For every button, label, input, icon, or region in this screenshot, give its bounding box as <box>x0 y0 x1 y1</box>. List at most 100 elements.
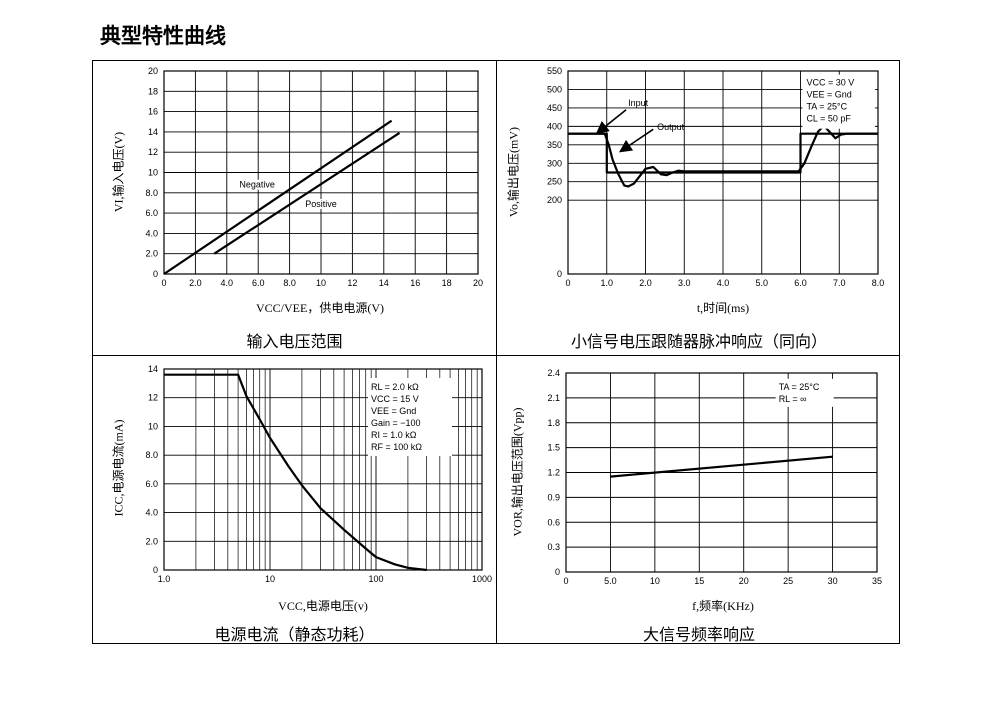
chart3-conditions-line: VEE = Gnd <box>371 406 416 416</box>
chart2-x-tick-label: 4.0 <box>717 278 730 288</box>
chart3-y-tick-label: 14 <box>148 364 158 374</box>
chart4-y-tick-label: 1.8 <box>547 418 560 428</box>
chart4-y-tick-label: 0.9 <box>547 492 560 502</box>
chart3-y-tick-label: 12 <box>148 393 158 403</box>
chart1-y-tick-label: 16 <box>148 107 158 117</box>
chart4-x-tick-label: 35 <box>872 576 882 586</box>
chart2-annotation-output: Output <box>657 122 685 132</box>
chart4-y-tick-label: 2.1 <box>547 393 560 403</box>
chart2-y-tick-label: 400 <box>547 121 562 131</box>
chart2-x-tick-label: 8.0 <box>872 278 885 288</box>
frame-divider-horizontal <box>92 355 900 356</box>
chart3-y-tick-label: 8.0 <box>145 450 158 460</box>
chart1-ylabel: VI,输入电压(V) <box>111 131 126 213</box>
chart4-x-tick-label: 20 <box>739 576 749 586</box>
chart4-y-tick-label: 0 <box>555 567 560 577</box>
chart4-series-line <box>610 455 833 478</box>
chart4-x-tick-label: 5.0 <box>604 576 617 586</box>
chart2-x-tick-label: 7.0 <box>833 278 846 288</box>
chart2-x-tick-label: 1.0 <box>600 278 613 288</box>
chart2-x-tick-label: 5.0 <box>755 278 768 288</box>
chart1-title: 输入电压范围 <box>246 332 343 351</box>
chart1-annotation-positive: Positive <box>305 199 337 209</box>
chart2-xlabel: t,时间(ms) <box>696 301 750 315</box>
chart4-x-tick-label: 25 <box>783 576 793 586</box>
chart1-x-tick-label: 12 <box>347 278 357 288</box>
chart4-conditions-line: TA = 25°C <box>779 382 820 392</box>
chart2-conditions-line: CL = 50 pF <box>806 114 851 124</box>
chart2-y-tick-label: 200 <box>547 195 562 205</box>
chart4-ylabel: VOR,输出电压范围(Vpp) <box>510 407 525 537</box>
chart4-y-tick-label: 0.6 <box>547 517 560 527</box>
chart3-conditions-line: RL = 2.0 kΩ <box>371 382 419 392</box>
chart1-series-line <box>213 131 401 255</box>
chart1-x-tick-label: 10 <box>316 278 326 288</box>
chart1-annotation-bg <box>304 199 338 210</box>
chart3-conditions-box <box>368 378 452 456</box>
chart4-conditions-box <box>775 378 834 407</box>
chart4-conditions-line: RL = ∞ <box>779 394 807 404</box>
chart1-x-tick-label: 0 <box>161 278 166 288</box>
chart1-y-tick-label: 0 <box>153 269 158 279</box>
chart1-y-tick-label: 6.0 <box>145 208 158 218</box>
chart1-annotation-negative: Negative <box>239 180 275 190</box>
chart1-x-tick-label: 6.0 <box>252 278 265 288</box>
chart2-input-arrow <box>595 109 627 135</box>
chart2-conditions-line: VCC = 30 V <box>806 78 854 88</box>
chart3-conditions-line: RF = 100 kΩ <box>371 442 422 452</box>
chart1-annotation-bg <box>238 179 276 190</box>
chart1-y-tick-label: 8.0 <box>145 188 158 198</box>
chart3-y-tick-label: 4.0 <box>145 508 158 518</box>
chart3-conditions-line: VCC = 15 V <box>371 394 419 404</box>
chart3-title: 电源电流（静态功耗） <box>214 625 375 644</box>
chart3-series-line <box>164 373 427 572</box>
chart1-x-tick-label: 4.0 <box>221 278 234 288</box>
frame-divider-vertical <box>496 60 497 644</box>
chart4-x-tick-label: 15 <box>694 576 704 586</box>
chart1-series-line <box>163 119 393 275</box>
chart2-x-tick-label: 6.0 <box>794 278 807 288</box>
chart4-xlabel: f,频率(KHz) <box>692 599 754 613</box>
chart1-y-tick-label: 12 <box>148 147 158 157</box>
chart2-y-tick-label: 300 <box>547 158 562 168</box>
chart4-title: 大信号频率响应 <box>642 625 755 644</box>
chart3-y-tick-label: 10 <box>148 421 158 431</box>
chart4-y-tick-label: 2.4 <box>547 368 560 378</box>
chart1-y-tick-label: 18 <box>148 86 158 96</box>
chart1-y-tick-label: 2.0 <box>145 249 158 259</box>
chart2-annotation-input: Input <box>628 98 649 108</box>
chart4-x-tick-label: 10 <box>650 576 660 586</box>
chart1-y-tick-label: 4.0 <box>145 228 158 238</box>
chart2-y-tick-label: 350 <box>547 140 562 150</box>
chart3-ylabel: ICC,电源电流(mA) <box>111 419 126 517</box>
chart2-x-tick-label: 0 <box>565 278 570 288</box>
chart1-y-tick-label: 10 <box>148 168 158 178</box>
chart2-output-arrow <box>618 128 654 153</box>
chart2-y-tick-label: 500 <box>547 84 562 94</box>
chart2-x-tick-label: 2.0 <box>639 278 652 288</box>
chart3-conditions-line: RI = 1.0 kΩ <box>371 430 417 440</box>
chart2-ylabel: Vo,输出电压(mV) <box>506 126 521 218</box>
chart1-x-tick-label: 8.0 <box>283 278 296 288</box>
chart1-y-tick-label: 20 <box>148 66 158 76</box>
chart4-y-tick-label: 1.5 <box>547 443 560 453</box>
chart3-x-tick-label: 10 <box>265 574 275 584</box>
chart2-y-tick-label: 0 <box>557 269 562 279</box>
chart3-x-tick-label: 1000 <box>472 574 492 584</box>
chart3-xlabel: VCC,电源电压(v) <box>278 599 368 613</box>
chart2-y-tick-label: 250 <box>547 177 562 187</box>
chart2-x-tick-label: 3.0 <box>678 278 691 288</box>
chart2-title: 小信号电压跟随器脉冲响应（同向） <box>570 332 827 351</box>
chart1-xlabel: VCC/VEE，供电电源(V) <box>256 301 384 315</box>
chart2-series-line <box>568 124 878 188</box>
chart1-x-tick-label: 18 <box>442 278 452 288</box>
chart2-conditions-line: TA = 25°C <box>806 102 847 112</box>
chart1-x-tick-label: 2.0 <box>189 278 202 288</box>
chart2-y-tick-label: 450 <box>547 103 562 113</box>
chart3-conditions-line: Gain = −100 <box>371 418 421 428</box>
chart3-x-tick-label: 1.0 <box>158 574 171 584</box>
chart4-y-tick-label: 1.2 <box>547 468 560 478</box>
chart4-x-tick-label: 0 <box>563 576 568 586</box>
chart3-y-tick-label: 2.0 <box>145 536 158 546</box>
